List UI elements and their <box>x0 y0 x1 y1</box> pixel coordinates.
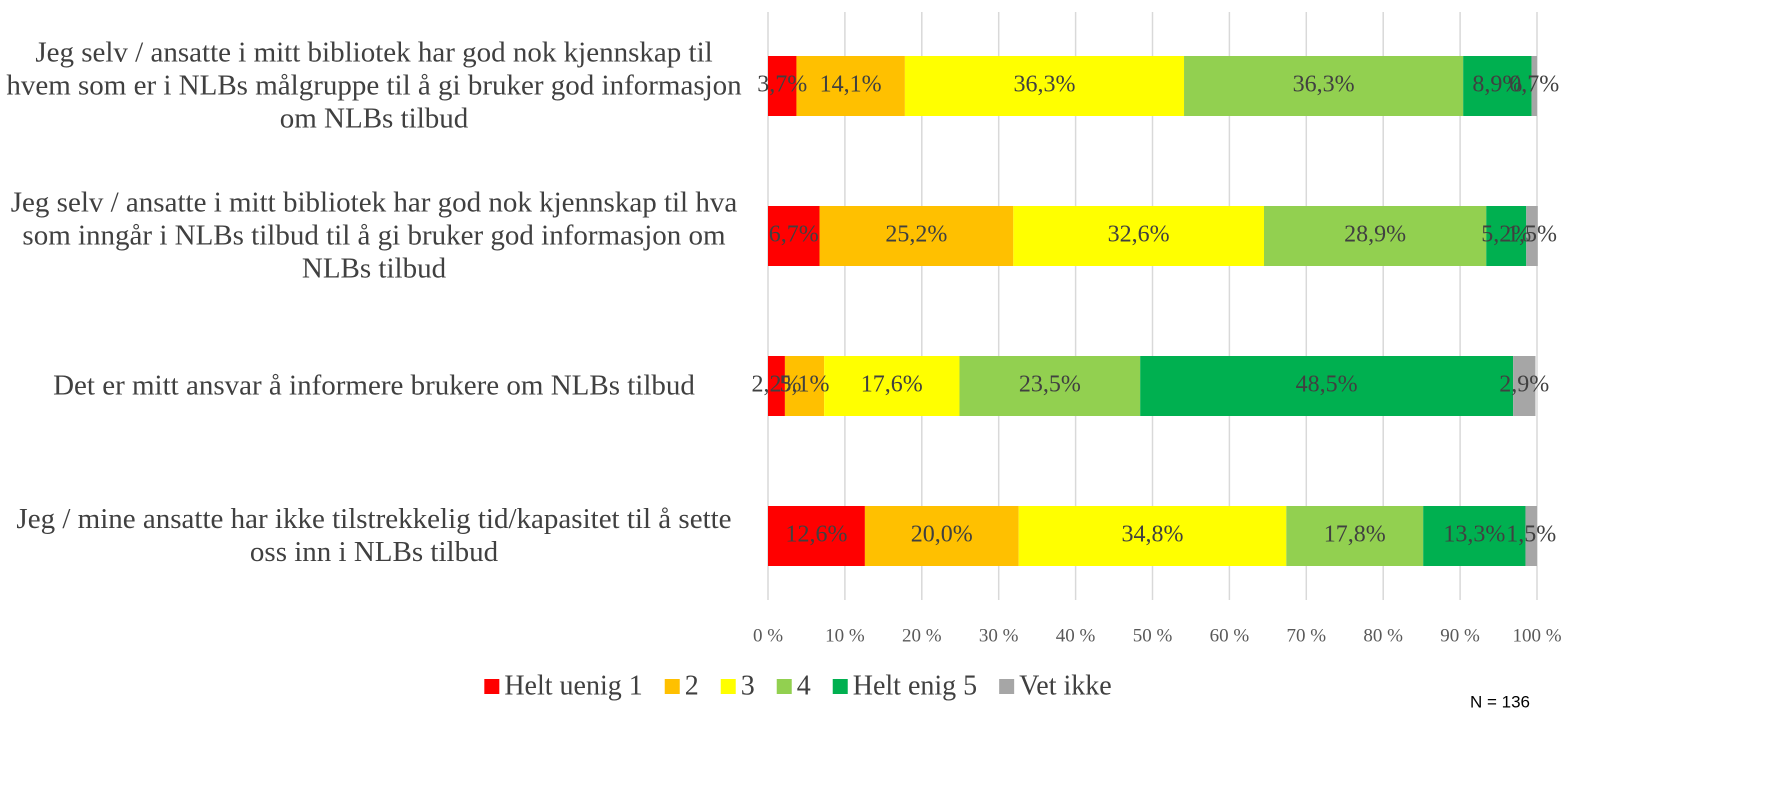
x-tick-label: 60 % <box>1210 625 1250 646</box>
bar-segment <box>819 206 1014 266</box>
data-label: 20,0% <box>911 522 973 548</box>
category-label: Jeg selv / ansatte i mitt bibliotek har … <box>6 36 742 135</box>
bar-segment <box>1513 356 1536 416</box>
bar-segment <box>959 356 1141 416</box>
data-label: 17,6% <box>861 372 923 398</box>
category-label: Jeg selv / ansatte i mitt bibliotek har … <box>10 186 738 285</box>
legend-label: 2 <box>685 670 699 701</box>
legend-label: 3 <box>741 670 755 701</box>
bar-segment <box>768 506 865 566</box>
category-label: Jeg / mine ansatte har ikke tilstrekkeli… <box>16 503 732 568</box>
data-label: 5,1% <box>780 372 830 398</box>
bar-segment <box>1525 506 1537 566</box>
bar-segment <box>1013 206 1265 266</box>
category-label: Det er mitt ansvar å informere brukere o… <box>53 369 695 402</box>
bar-segment <box>824 356 960 416</box>
data-label: 8,9% <box>1472 72 1522 98</box>
bar-segment <box>1264 206 1487 266</box>
x-tick-label: 70 % <box>1287 625 1327 646</box>
legend-swatch <box>664 679 680 694</box>
data-label: 23,5% <box>1019 372 1081 398</box>
x-tick-label: 80 % <box>1363 625 1403 646</box>
bar-segment <box>784 356 825 416</box>
legend-label: Helt uenig 1 <box>504 670 642 701</box>
data-label: 36,3% <box>1013 72 1075 98</box>
data-label: 2,2% <box>751 372 801 398</box>
data-label: 1,5% <box>1507 222 1557 248</box>
legend: Helt uenig 1 2 3 4 Helt enig 5 Vet ikke <box>484 670 1112 701</box>
bar-segment <box>1184 56 1464 116</box>
data-label: 25,2% <box>885 222 947 248</box>
legend-swatch <box>484 679 500 694</box>
x-tick-label: 20 % <box>902 625 942 646</box>
data-label: 36,3% <box>1293 72 1355 98</box>
bar-segment <box>768 56 797 116</box>
x-tick-label: 100 % <box>1512 625 1561 646</box>
bar-segment <box>904 56 1185 116</box>
data-label: 5,2% <box>1481 222 1531 248</box>
legend-label: Vet ikke <box>1019 670 1112 701</box>
data-label: 14,1% <box>820 72 882 98</box>
x-tick-label: 50 % <box>1133 625 1173 646</box>
legend-swatch <box>999 679 1015 694</box>
bar-segment <box>1486 206 1527 266</box>
annotation: N = 136 <box>1470 692 1530 711</box>
legend-swatch <box>720 679 736 694</box>
legend-swatch <box>776 679 792 694</box>
bar-segment <box>1286 506 1424 566</box>
data-label: 48,5% <box>1296 372 1358 398</box>
bar-segment <box>1463 56 1532 116</box>
x-tick-label: 40 % <box>1056 625 1096 646</box>
data-label: 12,6% <box>785 522 847 548</box>
data-label: 2,9% <box>1499 372 1549 398</box>
data-label: 1,5% <box>1506 522 1556 548</box>
bar-segment <box>864 506 1019 566</box>
data-label: 3,7% <box>757 72 807 98</box>
data-label: 32,6% <box>1108 222 1170 248</box>
data-label: 34,8% <box>1122 522 1184 548</box>
bar-segment <box>1423 506 1526 566</box>
bar-segment <box>1140 356 1514 416</box>
bar-segment <box>768 206 820 266</box>
data-label: 6,7% <box>769 222 819 248</box>
data-label: 0,7% <box>1509 72 1559 98</box>
legend-label: 4 <box>797 670 811 701</box>
bar-segment <box>768 356 785 416</box>
data-label: 28,9% <box>1344 222 1406 248</box>
x-tick-label: 0 % <box>753 625 783 646</box>
bar-segment <box>1018 506 1287 566</box>
x-tick-label: 90 % <box>1440 625 1480 646</box>
x-tick-label: 10 % <box>825 625 865 646</box>
legend-swatch <box>832 679 848 694</box>
x-tick-label: 30 % <box>979 625 1019 646</box>
legend-label: Helt enig 5 <box>853 670 977 701</box>
data-label: 13,3% <box>1443 522 1505 548</box>
bar-segment <box>1526 206 1538 266</box>
bar-segment <box>796 56 905 116</box>
data-label: 17,8% <box>1324 522 1386 548</box>
bar-segment <box>1531 56 1537 116</box>
